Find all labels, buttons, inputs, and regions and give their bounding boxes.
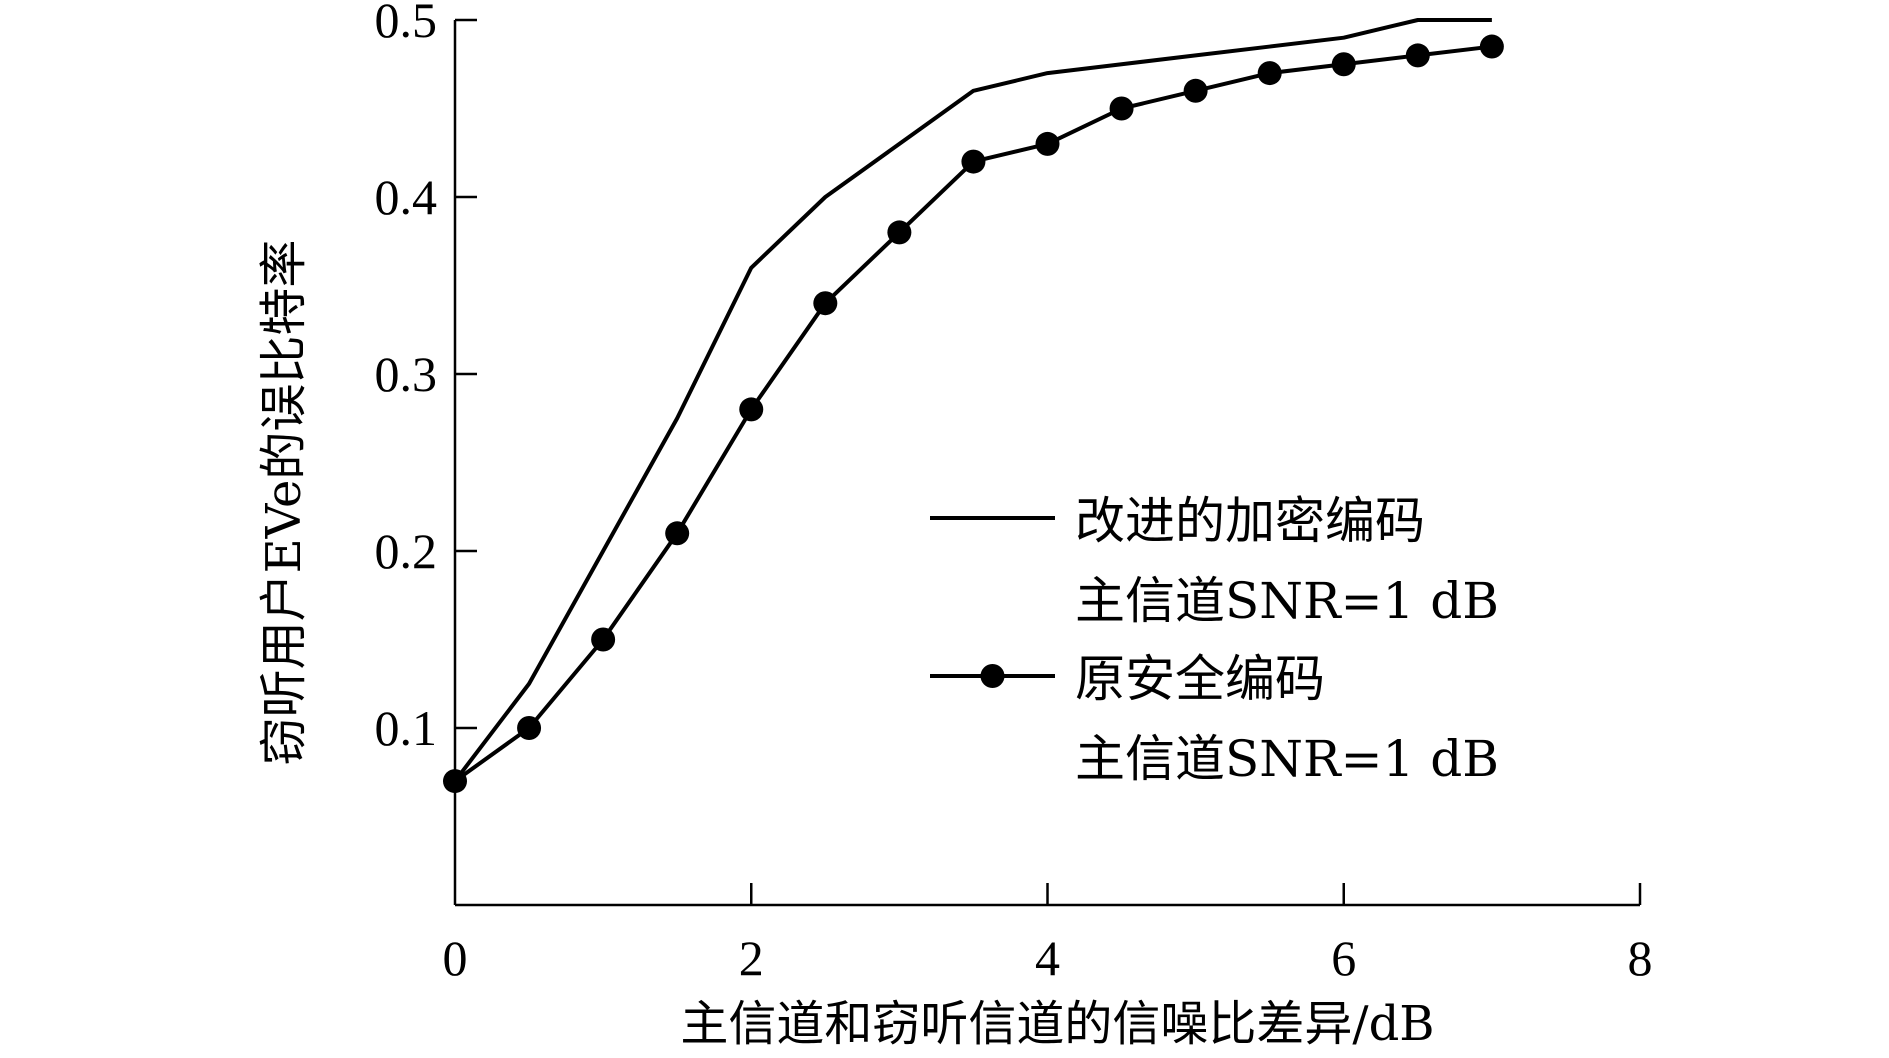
x-tick-label: 0 [443,930,468,986]
series-2-point [1405,43,1430,68]
series-2-point [1479,34,1504,59]
ticks: 0 2 4 6 8 0.1 0.2 0.3 0.4 0.5 [375,0,1653,986]
x-tick-label: 2 [739,930,764,986]
legend-label-1: 改进的加密编码 [1075,492,1425,550]
series-2-point [961,149,986,174]
series-2-point [517,716,542,740]
series-2-point [1183,78,1208,103]
legend-sublabel-1: 主信道SNR=1 dB [1075,572,1499,630]
series-2-point [813,291,838,316]
y-tick-label: 0.2 [375,523,438,579]
y-tick-label: 0.1 [375,700,438,756]
series-2-point [665,521,690,546]
x-tick-label: 8 [1628,930,1653,986]
x-tick-label: 6 [1331,930,1356,986]
y-tick-label: 0.4 [375,169,438,225]
series-line-1 [453,18,1492,783]
y-tick-label: 0.5 [375,0,438,48]
legend-marker-2 [980,664,1005,688]
series-2-point [1109,96,1134,121]
series-2-point [739,397,764,422]
x-axis-label: 主信道和窃听信道的信噪比差异/dB [680,996,1434,1052]
legend-label-2: 原安全编码 [1075,650,1325,708]
series-2-point [887,220,912,245]
series-2-point [591,627,616,652]
series-2-point [1257,61,1282,86]
y-tick-label: 0.3 [375,346,438,402]
series-2-point [1331,52,1356,77]
x-tick-label: 4 [1035,930,1060,986]
series-2-point [1035,131,1060,156]
y-axis-label: 窃听用户EVe的误比特率 [256,240,312,766]
plot-area [443,18,1504,794]
legend-sublabel-2: 主信道SNR=1 dB [1075,730,1499,788]
